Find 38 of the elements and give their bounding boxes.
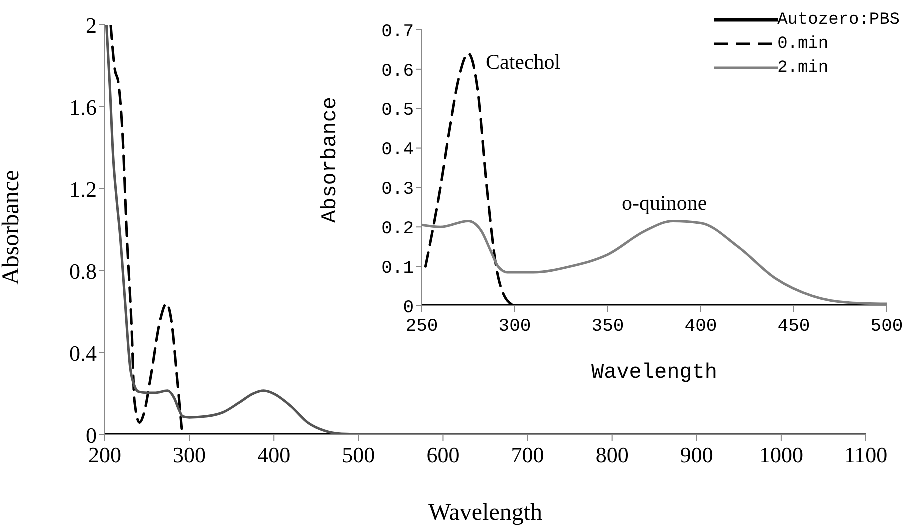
y-tick-label: 0.3 [382, 180, 414, 200]
x-tick-label: 400 [684, 316, 718, 337]
x-tick-label: 450 [778, 316, 810, 337]
x-tick-label: 400 [258, 442, 291, 468]
legend-label: Autozero:PBS [778, 10, 900, 30]
y-tick-label: 2 [86, 12, 97, 38]
x-tick-label: 800 [596, 442, 629, 468]
x-tick-label: 700 [511, 442, 544, 468]
y-tick-label: 0.1 [382, 258, 414, 279]
x-tick-label: 300 [173, 442, 206, 468]
y-tick-label: 0.4 [382, 140, 414, 161]
x-tick-label: 250 [406, 316, 438, 337]
y-tick-label: 0.6 [382, 62, 414, 82]
annotation: o-quinone [622, 191, 708, 215]
x-tick-label: 1100 [844, 442, 888, 468]
line-series [110, 25, 184, 430]
x-tick-label: 300 [498, 316, 532, 337]
x-tick-label: 500 [870, 316, 904, 337]
y-tick-label: 0.8 [70, 258, 97, 284]
y-tick-label: 0.7 [382, 22, 414, 42]
y-tick-label: 1.6 [70, 94, 97, 120]
y-tick-label: 0.2 [382, 220, 414, 240]
annotation: Catechol [486, 50, 561, 74]
y-tick-label: 0 [403, 298, 414, 318]
x-tick-label: 350 [592, 316, 624, 337]
x-axis-title: Wavelength [591, 362, 718, 385]
y-tick-label: 0.5 [382, 101, 414, 122]
legend-label: 0.min [778, 34, 829, 54]
x-tick-label: 600 [426, 442, 460, 468]
x-tick-label: 1000 [759, 442, 804, 468]
legend-label: 2.min [778, 58, 829, 78]
y-axis-title: Absorbance [319, 96, 342, 223]
x-axis-title: Wavelength [428, 500, 543, 526]
x-tick-label: 900 [680, 442, 714, 468]
x-tick-label: 500 [342, 442, 376, 468]
y-axis-title: Absorbance [0, 170, 25, 285]
y-tick-label: 1.2 [70, 176, 97, 202]
y-tick-label: 0.4 [70, 340, 97, 366]
